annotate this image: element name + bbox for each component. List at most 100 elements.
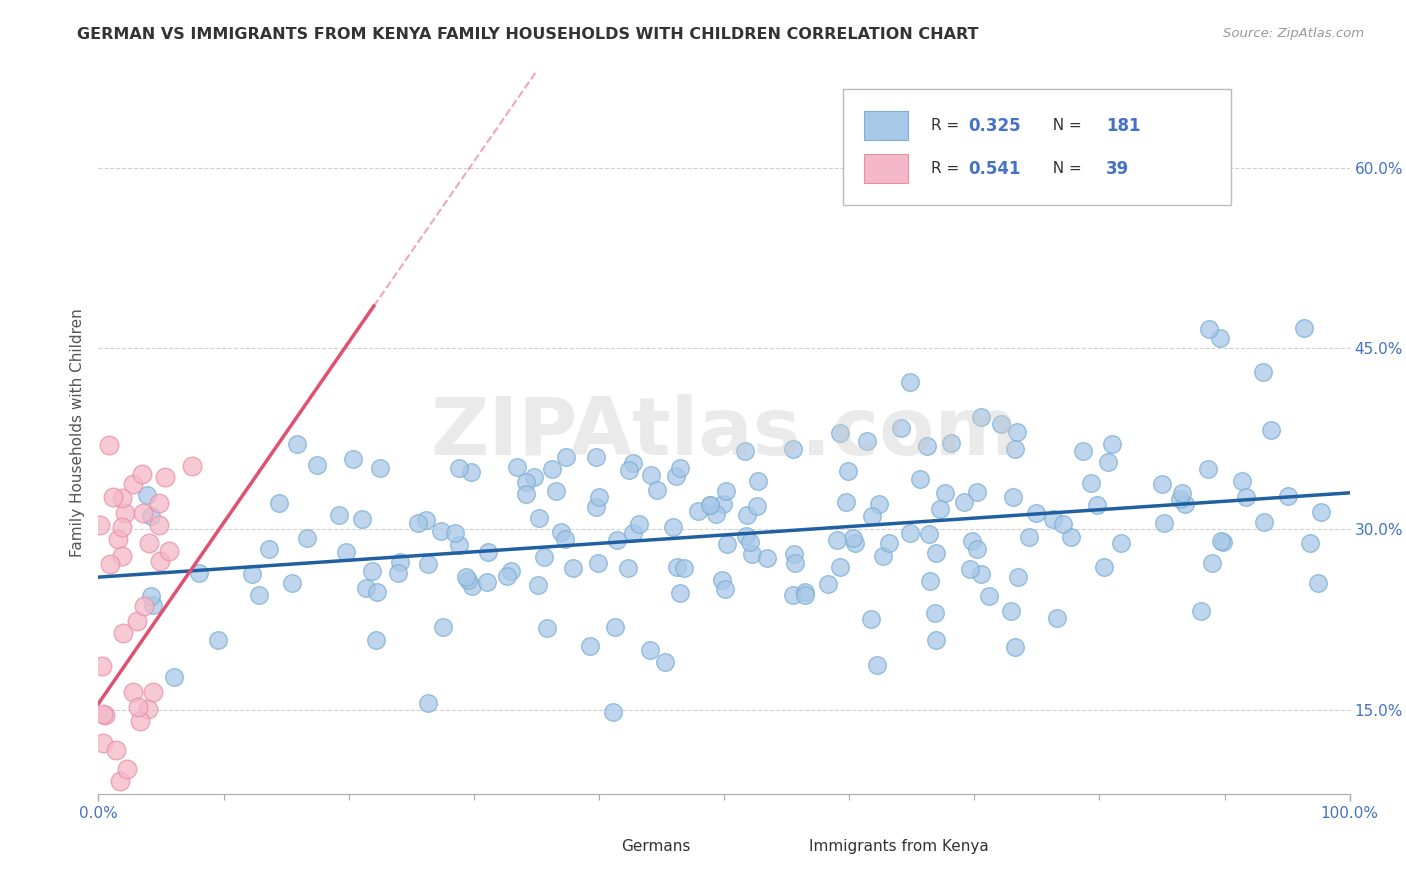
Point xyxy=(444,526,467,541)
Point xyxy=(523,469,546,483)
Point xyxy=(825,533,848,547)
Point xyxy=(101,491,124,505)
Point xyxy=(124,820,146,834)
Point xyxy=(555,450,578,464)
Point xyxy=(1209,533,1232,548)
Point xyxy=(561,560,583,574)
Point xyxy=(877,536,900,550)
Point xyxy=(127,700,149,714)
Point xyxy=(93,707,115,722)
Point xyxy=(1298,536,1320,550)
Point xyxy=(711,497,734,511)
Point xyxy=(285,437,308,451)
Point xyxy=(1308,575,1330,590)
Point xyxy=(953,495,976,509)
Point xyxy=(541,462,564,476)
Point xyxy=(96,823,118,838)
Point xyxy=(817,576,839,591)
Point xyxy=(406,516,429,530)
Point xyxy=(477,545,499,559)
Point xyxy=(890,420,912,434)
Point xyxy=(1197,462,1219,476)
Point xyxy=(98,558,121,572)
Point xyxy=(928,502,950,516)
Point xyxy=(782,588,804,602)
Point xyxy=(640,468,662,483)
Point xyxy=(90,658,112,673)
Point xyxy=(418,557,440,571)
Point xyxy=(350,512,373,526)
Point xyxy=(747,499,769,513)
Point xyxy=(1198,322,1220,336)
Point xyxy=(475,575,498,590)
Point xyxy=(665,560,688,574)
Point xyxy=(1080,476,1102,491)
Point xyxy=(342,452,364,467)
Point xyxy=(131,467,153,482)
Point xyxy=(129,714,152,728)
Point xyxy=(1046,610,1069,624)
Point xyxy=(669,461,692,475)
Point xyxy=(915,439,938,453)
Point xyxy=(747,474,769,488)
Point xyxy=(714,483,737,498)
Point xyxy=(960,534,983,549)
Point xyxy=(387,566,409,580)
Point xyxy=(121,685,143,699)
Text: ZIPAtlas.com: ZIPAtlas.com xyxy=(430,393,1018,472)
Point xyxy=(1253,515,1275,529)
Point xyxy=(1234,490,1257,504)
Text: 39: 39 xyxy=(1105,160,1129,178)
Point xyxy=(621,526,644,541)
Point xyxy=(107,533,129,547)
Text: Germans: Germans xyxy=(621,839,690,855)
Point xyxy=(104,742,127,756)
Point xyxy=(121,477,143,491)
Text: Source: ZipAtlas.com: Source: ZipAtlas.com xyxy=(1223,27,1364,40)
Bar xyxy=(581,838,616,861)
Point xyxy=(925,632,948,647)
Point xyxy=(785,556,807,570)
Point xyxy=(606,533,628,548)
Point xyxy=(898,375,921,389)
Point xyxy=(297,531,319,545)
Point xyxy=(515,487,537,501)
Point xyxy=(621,456,644,470)
Point xyxy=(1000,604,1022,618)
Point xyxy=(1004,640,1026,654)
Point xyxy=(924,606,946,620)
Point xyxy=(1111,536,1133,550)
Point xyxy=(115,763,138,777)
Bar xyxy=(768,838,803,861)
Point xyxy=(1230,474,1253,488)
Text: R =: R = xyxy=(931,118,963,133)
Point xyxy=(180,459,202,474)
Point xyxy=(305,458,328,473)
Point xyxy=(91,736,114,750)
Point xyxy=(710,574,733,588)
Text: GERMAN VS IMMIGRANTS FROM KENYA FAMILY HOUSEHOLDS WITH CHILDREN CORRELATION CHAR: GERMAN VS IMMIGRANTS FROM KENYA FAMILY H… xyxy=(77,27,979,42)
Point xyxy=(1042,512,1064,526)
Point xyxy=(1277,489,1299,503)
Point xyxy=(142,684,165,698)
Point xyxy=(114,506,136,520)
Point xyxy=(247,588,270,602)
Point xyxy=(740,534,762,549)
Point xyxy=(112,626,135,640)
Point xyxy=(872,549,894,563)
Point xyxy=(430,524,453,539)
Point xyxy=(454,570,477,584)
Point xyxy=(734,529,756,543)
Point xyxy=(461,579,484,593)
Point xyxy=(699,498,721,512)
Point xyxy=(1209,330,1232,344)
Point xyxy=(155,470,177,484)
Point xyxy=(741,547,763,561)
Point xyxy=(1174,497,1197,511)
Point xyxy=(97,438,120,452)
Point xyxy=(1007,570,1029,584)
Point xyxy=(794,588,817,602)
Point xyxy=(418,696,440,710)
Point xyxy=(354,581,377,595)
Point xyxy=(127,614,149,628)
